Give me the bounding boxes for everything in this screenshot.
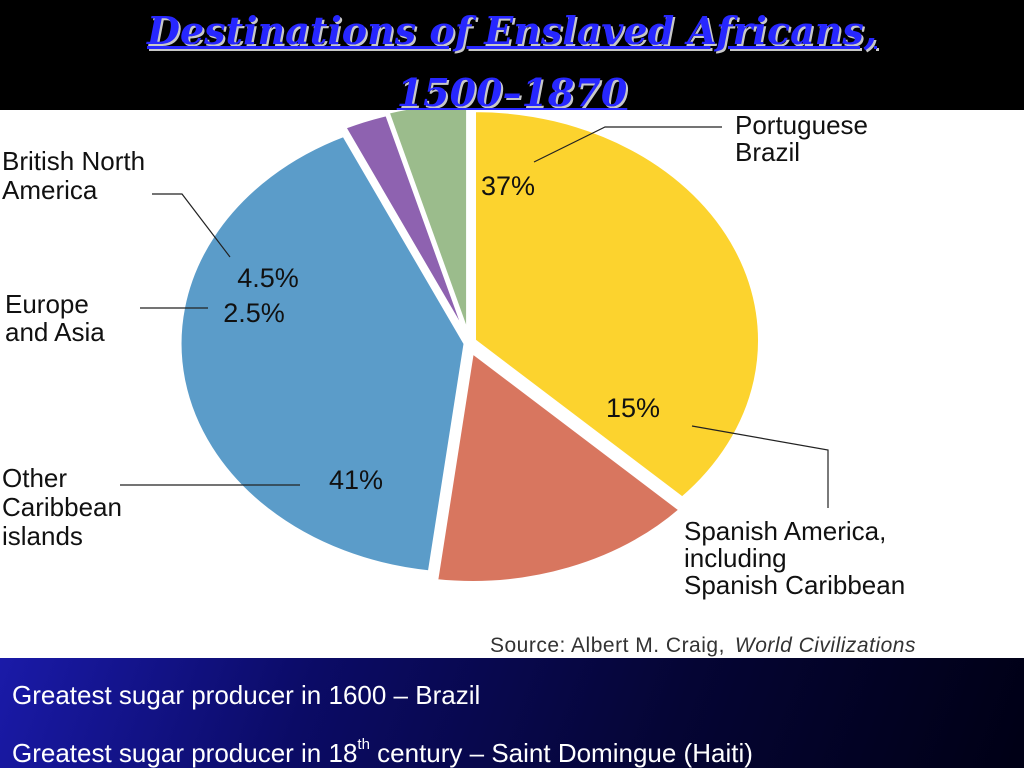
note-line-2: Greatest sugar producer in 18th century … xyxy=(12,736,753,768)
pie-slice xyxy=(473,110,761,500)
slide-title-line-1: Destinations of Enslaved Africans, xyxy=(147,8,877,53)
pie-chart: 37% 15% 41% 2.5% 4.5% Portuguese Brazil Spanis… xyxy=(2,110,916,657)
slice-category-label-line: British North xyxy=(2,146,145,176)
slice-value-label: 15% xyxy=(606,393,660,423)
slice-category-label-line: Europe xyxy=(5,289,89,319)
slice-category-label-line: Brazil xyxy=(735,137,800,167)
slice-category-label: Other Caribbean islands xyxy=(2,463,122,551)
slice-category-label-line: America xyxy=(2,175,98,205)
notes-panel: Greatest sugar producer in 1600 – Brazil… xyxy=(0,658,1024,768)
slice-category-label-line: and Asia xyxy=(5,317,105,347)
note-line-2-start: Greatest sugar producer in 18 xyxy=(12,738,358,768)
note-line-2-superscript: th xyxy=(357,736,370,753)
slice-value-label: 41% xyxy=(329,465,383,495)
title-bar: Destinations of Enslaved Africans, 1500–… xyxy=(0,0,1024,115)
note-line-2-end: century – Saint Domingue (Haiti) xyxy=(369,738,753,768)
slice-category-label: Spanish America, including Spanish Caribbe… xyxy=(684,516,905,600)
slice-category-label: Portuguese Brazil xyxy=(735,110,868,167)
slice-category-label-line: Spanish America, xyxy=(684,516,886,546)
slide-title-line-2: 1500–1870 xyxy=(396,70,628,115)
slice-category-label: Europe and Asia xyxy=(5,289,105,347)
slice-value-label: 4.5% xyxy=(237,263,299,293)
slice-category-label: British North America xyxy=(2,146,145,205)
slice-category-label-line: Caribbean xyxy=(2,492,122,522)
source-credit: Source: Albert M. Craig, World Civilizati… xyxy=(490,634,916,657)
note-line-1: Greatest sugar producer in 1600 – Brazil xyxy=(12,680,481,710)
slice-value-label: 37% xyxy=(481,171,535,201)
leader-line xyxy=(533,126,722,163)
pie-slice xyxy=(386,110,470,334)
pie-slice xyxy=(342,112,468,337)
slice-category-label-line: islands xyxy=(2,521,83,551)
leader-line xyxy=(152,193,231,258)
pie-slice xyxy=(434,349,683,584)
slice-category-label-line: Other xyxy=(2,463,67,493)
leader-line xyxy=(691,425,829,508)
slice-category-label-line: Portuguese xyxy=(735,110,868,140)
pie-chart-panel: 37% 15% 41% 2.5% 4.5% Portuguese Brazil Spanis… xyxy=(0,110,1024,658)
pie-slice xyxy=(178,133,467,574)
slice-value-label: 2.5% xyxy=(223,298,285,328)
slice-category-label-line: Spanish Caribbean xyxy=(684,570,905,600)
slice-category-label-line: including xyxy=(684,543,787,573)
